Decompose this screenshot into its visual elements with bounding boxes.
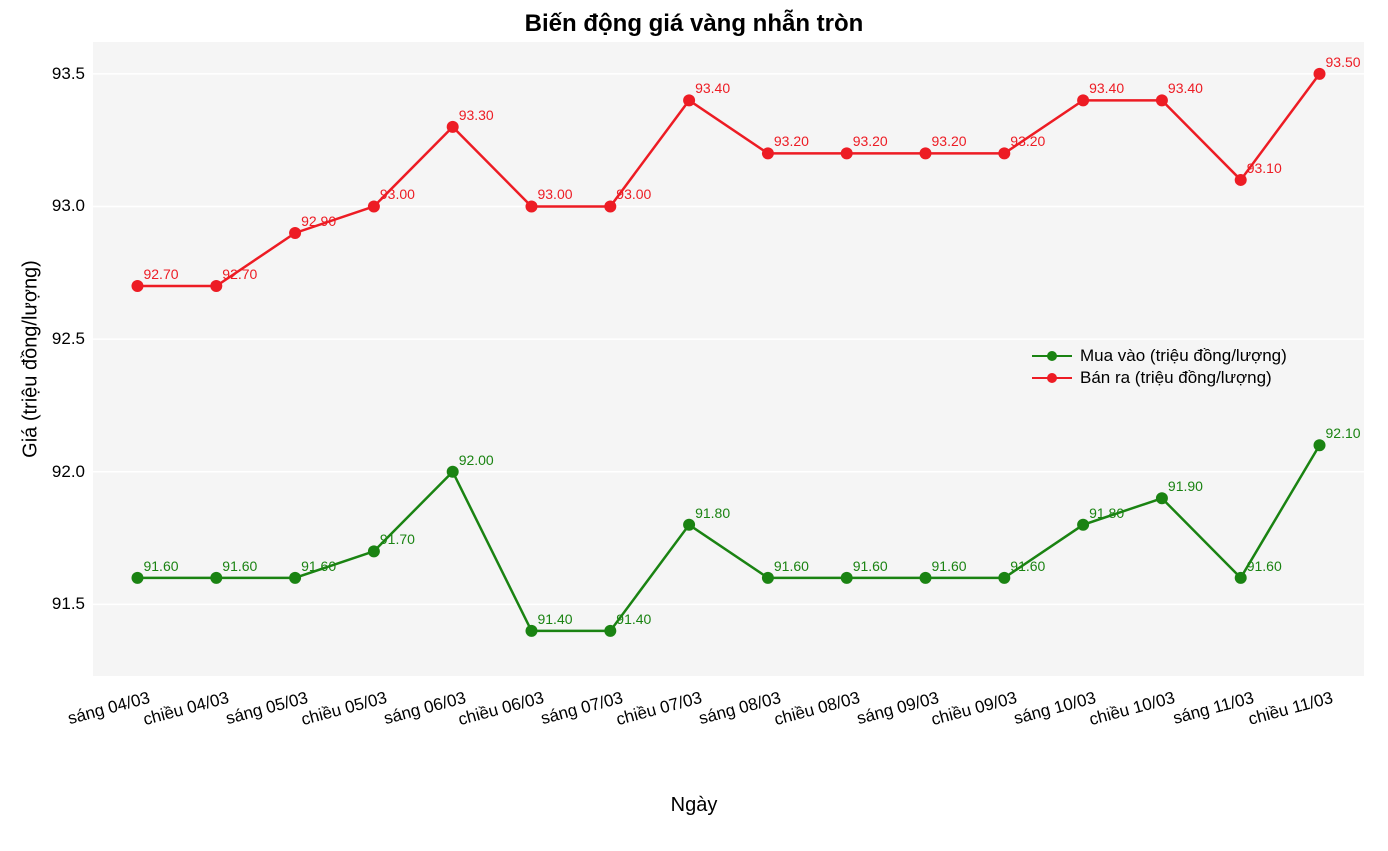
point-label: 91.60 [932, 558, 967, 574]
point-label: 93.40 [695, 80, 730, 96]
series-line-1 [137, 74, 1319, 286]
y-axis-label: Giá (triệu đồng/lượng) [20, 260, 43, 458]
data-point [289, 227, 301, 239]
data-point [210, 280, 222, 292]
chart-title: Biến động giá vàng nhẫn tròn [0, 10, 1388, 38]
data-point [368, 200, 380, 212]
data-point [1314, 68, 1326, 80]
point-label: 92.00 [459, 452, 494, 468]
point-label: 91.80 [1089, 505, 1124, 521]
point-label: 91.40 [537, 611, 572, 627]
data-point [920, 147, 932, 159]
data-point [1314, 439, 1326, 451]
x-axis-label: Ngày [0, 794, 1388, 817]
data-point [447, 121, 459, 133]
data-point [447, 466, 459, 478]
data-point [683, 519, 695, 531]
data-point [525, 200, 537, 212]
data-point [368, 545, 380, 557]
point-label: 91.60 [222, 558, 257, 574]
point-label: 91.60 [774, 558, 809, 574]
data-point [525, 625, 537, 637]
point-label: 93.20 [1010, 133, 1045, 149]
point-label: 93.40 [1168, 80, 1203, 96]
point-label: 92.70 [222, 266, 257, 282]
point-label: 91.60 [1247, 558, 1282, 574]
data-point [920, 572, 932, 584]
point-label: 91.60 [1010, 558, 1045, 574]
legend-item: Bán ra (triệu đồng/lượng) [1032, 368, 1287, 388]
data-point [998, 572, 1010, 584]
data-point [683, 94, 695, 106]
point-label: 93.20 [774, 133, 809, 149]
y-grid [93, 74, 1364, 605]
point-label: 91.70 [380, 531, 415, 547]
data-point [604, 625, 616, 637]
point-label: 91.80 [695, 505, 730, 521]
data-point [1235, 174, 1247, 186]
chart-root: Biến động giá vàng nhẫn tròn Giá (triệu … [0, 0, 1388, 851]
point-label: 93.00 [537, 186, 572, 202]
y-tick-label: 92.5 [52, 329, 93, 349]
y-tick-label: 93.5 [52, 64, 93, 84]
data-point [1235, 572, 1247, 584]
legend-item: Mua vào (triệu đồng/lượng) [1032, 346, 1287, 366]
point-label: 93.20 [853, 133, 888, 149]
point-label: 93.00 [616, 186, 651, 202]
point-label: 91.60 [143, 558, 178, 574]
point-label: 93.30 [459, 107, 494, 123]
data-point [210, 572, 222, 584]
data-point [131, 280, 143, 292]
y-tick-label: 93.0 [52, 196, 93, 216]
point-label: 93.10 [1247, 160, 1282, 176]
point-label: 91.40 [616, 611, 651, 627]
y-tick-label: 91.5 [52, 594, 93, 614]
data-point [289, 572, 301, 584]
data-point [841, 572, 853, 584]
point-label: 91.60 [853, 558, 888, 574]
data-point [1156, 94, 1168, 106]
y-tick-label: 92.0 [52, 462, 93, 482]
data-point [762, 572, 774, 584]
point-label: 91.90 [1168, 478, 1203, 494]
point-label: 92.90 [301, 213, 336, 229]
data-point [1077, 94, 1089, 106]
data-point [1077, 519, 1089, 531]
legend-label: Bán ra (triệu đồng/lượng) [1080, 368, 1272, 388]
legend-swatch [1032, 355, 1072, 357]
series-line-0 [137, 445, 1319, 631]
data-point [131, 572, 143, 584]
data-point [998, 147, 1010, 159]
point-label: 92.70 [143, 266, 178, 282]
legend-label: Mua vào (triệu đồng/lượng) [1080, 346, 1287, 366]
point-label: 92.10 [1326, 425, 1361, 441]
point-label: 93.20 [932, 133, 967, 149]
data-point [604, 200, 616, 212]
point-label: 93.00 [380, 186, 415, 202]
legend: Mua vào (triệu đồng/lượng)Bán ra (triệu … [1032, 344, 1287, 390]
point-label: 93.40 [1089, 80, 1124, 96]
data-point [1156, 492, 1168, 504]
data-point [762, 147, 774, 159]
point-label: 91.60 [301, 558, 336, 574]
data-point [841, 147, 853, 159]
legend-swatch [1032, 377, 1072, 379]
point-label: 93.50 [1326, 54, 1361, 70]
